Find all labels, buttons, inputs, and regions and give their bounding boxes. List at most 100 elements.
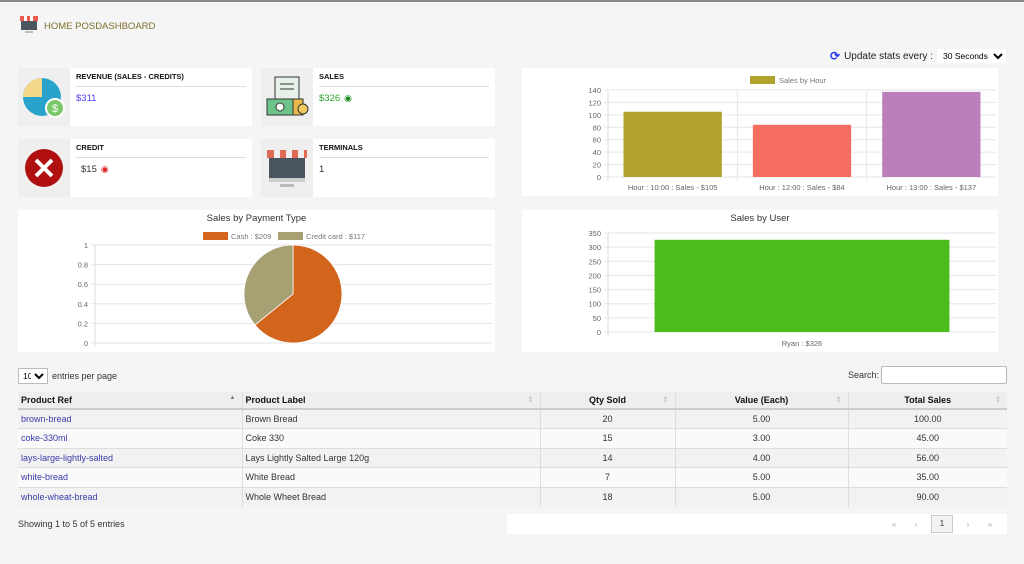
prev-page-button[interactable]: ‹	[914, 519, 918, 529]
y-tick-label: 80	[593, 123, 601, 132]
cell-label: Lays Lightly Salted Large 120g	[241, 447, 540, 468]
sort-asc-icon: ▲	[229, 395, 236, 401]
chart-title: Sales by User	[730, 213, 790, 224]
col-product-ref[interactable]: Product Ref ▲	[18, 392, 242, 410]
cell-ref: lays-large-lightly-salted	[18, 447, 242, 468]
store-icon	[20, 16, 38, 33]
card-title: CREDIT	[76, 143, 246, 158]
payment-type-panel: Sales by Payment Type 0 0.2 0.4 0.6 0.8 1 Cash…	[18, 210, 495, 352]
product-ref-link[interactable]: coke-330ml	[21, 433, 68, 444]
last-page-button[interactable]: »	[987, 519, 993, 529]
card-value: $311	[76, 93, 97, 104]
refresh-icon[interactable]: ⟳	[830, 49, 841, 63]
card-value: $326	[319, 93, 341, 104]
entries-select[interactable]: 10	[18, 368, 48, 384]
sales-by-hour-panel: 0 20 40 60 80 100 120 140 Hour : 10:00 : Sales -…	[522, 68, 998, 196]
sort-icon: ▲ ▼	[662, 395, 669, 405]
x-tick-label: Ryan : $326	[782, 339, 822, 348]
product-ref-link[interactable]: lays-large-lightly-salted	[21, 452, 114, 463]
legend-label: Sales by Hour	[779, 76, 827, 85]
product-ref-link[interactable]: whole-wheat-bread	[21, 492, 98, 502]
table-row: lays-large-lightly-salted Lays Lightly Sa…	[18, 447, 1007, 468]
bar	[752, 124, 852, 177]
cell-qty: 20	[539, 408, 675, 429]
svg-text:$: $	[52, 103, 58, 115]
y-tick-label: 0	[597, 328, 601, 337]
cell-qty: 7	[539, 467, 675, 487]
legend-swatch	[278, 232, 303, 240]
y-tick-label: 1	[84, 241, 88, 250]
page-1-button[interactable]: 1	[931, 515, 953, 533]
col-total-sales[interactable]: Total Sales ▲ ▼	[847, 392, 1007, 410]
cell-total: 56.00	[847, 447, 1007, 468]
search-input[interactable]	[881, 366, 1008, 384]
next-page-button[interactable]: ›	[966, 519, 970, 529]
cell-value: 3.00	[674, 428, 848, 448]
card-value: 1	[319, 164, 325, 175]
pie-slice	[254, 244, 343, 344]
cell-value: 5.00	[674, 408, 848, 429]
first-page-button[interactable]: «	[891, 519, 897, 529]
cell-label: Coke 330	[241, 428, 540, 448]
update-interval-select[interactable]: 30 Seconds	[937, 49, 1006, 63]
pagination: « ‹ 1 › »	[507, 514, 1007, 534]
card-title: REVENUE (SALES - CREDITS)	[76, 72, 246, 87]
cell-value: 4.00	[674, 447, 848, 468]
cell-qty: 18	[539, 486, 675, 507]
bar	[623, 111, 722, 177]
legend-swatch	[203, 232, 228, 240]
sort-icon: ▲ ▼	[835, 395, 842, 405]
pie-slice	[243, 244, 294, 326]
x-tick-label: Hour : 12:00 : Sales - $84	[759, 183, 844, 192]
terminal-store-icon	[267, 150, 307, 187]
cell-total: 45.00	[847, 428, 1007, 448]
search-label: Search:	[848, 370, 880, 380]
cell-ref: coke-330ml	[18, 428, 242, 448]
cell-ref: brown-bread	[18, 408, 242, 429]
product-ref-link[interactable]: brown-bread	[21, 414, 72, 424]
credit-card: CREDIT $15 ◉	[18, 139, 252, 197]
entries-control: 10 entries per page	[18, 368, 117, 384]
cell-total: 100.00	[847, 408, 1007, 429]
table-row: whole-wheat-bread Whole Wheet Bread 18 5.00…	[18, 486, 1007, 507]
table-row: white-bread White Bread 7 5.00 35.00	[18, 467, 1007, 487]
product-ref-link[interactable]: white-bread	[21, 472, 69, 483]
table-row: coke-330ml Coke 330 15 3.00 45.00	[18, 428, 1007, 448]
terminals-card: TERMINALS 1	[261, 139, 495, 197]
page-title: HOME POSDASHBOARD	[44, 21, 156, 32]
card-value: $15	[81, 164, 97, 175]
y-tick-label: 20	[593, 161, 601, 170]
y-tick-label: 60	[593, 136, 601, 145]
cell-ref: white-bread	[18, 467, 242, 487]
sales-by-user-panel: Sales by User 0 50 100 150 200 250 300 350 Ryan …	[522, 210, 998, 352]
bar	[654, 239, 950, 332]
cell-value: 5.00	[674, 467, 848, 487]
table-row: brown-bread Brown Bread 20 5.00 100.00	[18, 408, 1007, 429]
bar	[882, 91, 981, 177]
table-info: Showing 1 to 5 of 5 entries	[18, 519, 125, 529]
col-qty-sold[interactable]: Qty Sold ▲ ▼	[539, 392, 675, 410]
legend-label: Credit card : $117	[306, 232, 365, 241]
sort-icon: ▲ ▼	[527, 395, 534, 405]
sort-icon: ▲ ▼	[995, 395, 1001, 405]
sales-card: SALES $326 ◉	[261, 68, 495, 126]
cell-qty: 15	[539, 428, 675, 448]
cash-receipt-icon	[266, 76, 309, 116]
cell-value: 5.00	[674, 486, 848, 507]
legend-label: Cash : $209	[231, 232, 271, 241]
cell-label: White Bread	[241, 467, 540, 487]
products-table: Product Ref ▲ Product Label ▲ ▼ Qty Sold ▲ ▼ …	[18, 392, 1007, 507]
y-tick-label: 100	[588, 300, 601, 309]
y-tick-label: 50	[593, 314, 601, 323]
eye-icon[interactable]: ◉	[100, 164, 109, 174]
y-tick-label: 0.8	[78, 261, 88, 270]
col-product-label[interactable]: Product Label ▲ ▼	[241, 392, 540, 410]
cell-label: Brown Bread	[241, 408, 540, 429]
y-tick-label: 200	[588, 271, 601, 280]
eye-icon[interactable]: ◉	[344, 93, 352, 103]
y-tick-label: 350	[588, 229, 601, 238]
search-control: Search:	[848, 366, 1008, 384]
cell-qty: 14	[539, 447, 675, 468]
col-value-each[interactable]: Value (Each) ▲ ▼	[674, 392, 848, 410]
sales-by-hour-chart: 0 20 40 60 80 100 120 140 Hour : 10:00 : Sales -…	[588, 76, 996, 192]
